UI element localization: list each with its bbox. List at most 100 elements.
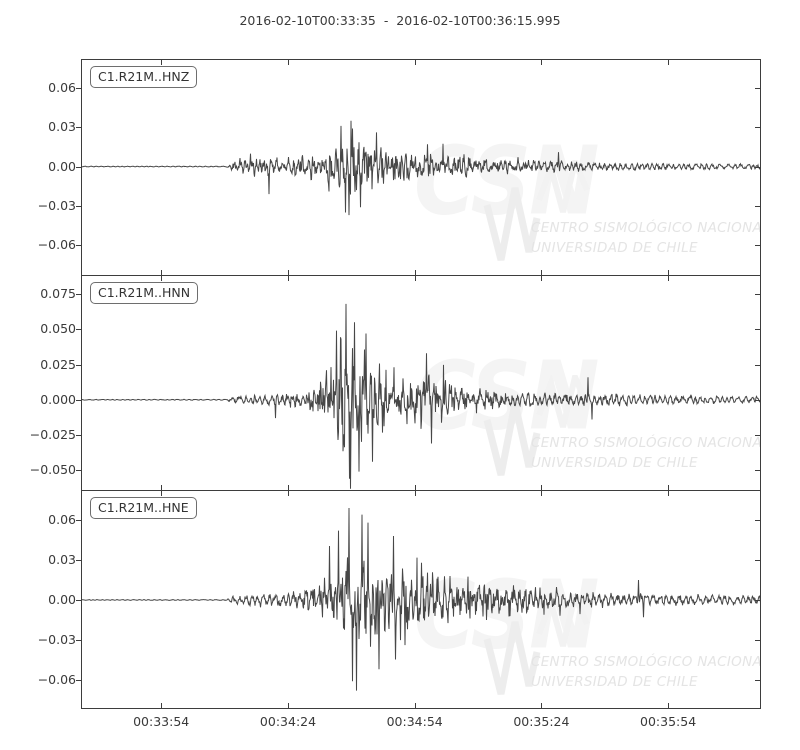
x-tick-mark xyxy=(668,491,670,496)
y-tick-mark-right xyxy=(755,679,760,681)
y-tick-label: 0.03 xyxy=(48,119,76,135)
y-tick-mark-left xyxy=(76,399,81,401)
x-tick-mark xyxy=(541,60,543,65)
csn-watermark-line1: CENTRO SISMOLÓGICO NACIONAL xyxy=(531,435,760,451)
y-tick-mark-right xyxy=(755,435,760,436)
y-tick-mark-left xyxy=(76,560,81,561)
y-tick-mark-right xyxy=(755,127,760,129)
x-tick-mark xyxy=(414,60,416,65)
figure-title: 2016-02-10T00:33:35 - 2016-02-10T00:36:1… xyxy=(239,13,561,28)
x-tick-mark xyxy=(161,276,163,281)
x-tick-mark xyxy=(161,60,163,65)
csn-watermark: CSN CENTRO SISMOLÓGICO NACIONAL UNIVERSIDA… xyxy=(82,491,760,708)
y-tick-mark-left xyxy=(76,329,81,331)
x-tick-mark xyxy=(288,703,289,708)
csn-watermark-line2: UNIVERSIDAD DE CHILE xyxy=(531,455,698,471)
waveform-trace-HNZ xyxy=(81,120,761,216)
y-tick-mark-left xyxy=(76,364,81,366)
x-tick-mark xyxy=(161,491,163,496)
x-tick-label: 00:34:54 xyxy=(386,714,443,729)
x-tick-label: 00:34:24 xyxy=(259,714,317,729)
x-tick-mark xyxy=(161,485,163,490)
y-tick-label: 0.000 xyxy=(40,391,76,407)
trace-id-box-HNE: C1.R21M..HNE xyxy=(90,497,197,519)
x-tick-mark xyxy=(288,60,289,65)
trace-id-box-HNZ: C1.R21M..HNZ xyxy=(90,66,198,88)
x-tick-mark xyxy=(541,270,543,275)
y-tick-mark-left xyxy=(76,87,81,89)
y-tick-mark-left xyxy=(76,640,81,641)
y-tick-mark-left xyxy=(76,205,81,207)
x-tick-label: 00:35:24 xyxy=(513,714,570,729)
x-tick-mark xyxy=(668,276,670,281)
y-tick-mark-left xyxy=(76,600,81,601)
axes-frame xyxy=(81,59,761,709)
csn-watermark-line2: UNIVERSIDAD DE CHILE xyxy=(531,674,698,690)
y-tick-mark-right xyxy=(755,294,760,295)
waveform-path-HNN xyxy=(81,303,761,489)
csn-watermark: CSN CENTRO SISMOLÓGICO NACIONAL UNIVERSIDA… xyxy=(82,60,760,274)
x-tick-mark xyxy=(414,485,416,490)
y-tick-mark-right xyxy=(755,364,760,366)
x-tick-mark xyxy=(541,703,543,708)
panel-divider-1 xyxy=(82,275,760,276)
y-tick-mark-right xyxy=(755,166,760,168)
y-tick-label: 0.06 xyxy=(48,79,76,95)
x-tick-mark xyxy=(541,491,543,496)
x-tick-mark xyxy=(414,270,416,275)
csn-watermark-line1: CENTRO SISMOLÓGICO NACIONAL xyxy=(531,654,760,670)
x-tick-mark xyxy=(668,60,670,65)
y-tick-mark-right xyxy=(755,520,760,521)
y-tick-mark-right xyxy=(755,560,760,561)
y-tick-mark-left xyxy=(76,470,81,472)
x-tick-mark xyxy=(288,485,289,490)
y-tick-label: 0.025 xyxy=(40,356,76,372)
y-tick-mark-left xyxy=(76,166,81,168)
x-tick-mark xyxy=(414,703,416,708)
y-tick-mark-right xyxy=(755,205,760,207)
waveform-trace-HNN xyxy=(81,303,761,489)
y-tick-label: 0.050 xyxy=(40,321,76,337)
y-tick-mark-right xyxy=(755,600,760,601)
x-tick-label: 00:35:54 xyxy=(640,714,697,729)
csn-watermark-waveform-icon xyxy=(483,375,590,476)
x-tick-mark xyxy=(288,270,289,275)
y-tick-mark-right xyxy=(755,245,760,247)
x-tick-label: 00:33:54 xyxy=(133,714,190,729)
y-tick-mark-right xyxy=(755,470,760,472)
panel-divider-2 xyxy=(82,490,760,491)
csn-watermark-waveform-icon xyxy=(483,594,590,695)
waveform-trace-HNE xyxy=(81,507,761,691)
x-tick-mark xyxy=(414,491,416,496)
x-tick-mark xyxy=(161,703,163,708)
y-tick-label: −0.03 xyxy=(37,632,76,647)
y-tick-label: −0.025 xyxy=(29,427,76,442)
y-tick-label: 0.075 xyxy=(40,286,76,301)
y-tick-label: −0.06 xyxy=(37,671,76,687)
trace-id-box-HNN: C1.R21M..HNN xyxy=(90,282,199,304)
x-tick-mark xyxy=(668,270,670,275)
x-tick-mark xyxy=(414,276,416,281)
y-tick-label: 0.00 xyxy=(48,158,76,174)
csn-watermark-line2: UNIVERSIDAD DE CHILE xyxy=(531,240,698,256)
csn-watermark-line1: CENTRO SISMOLÓGICO NACIONAL xyxy=(531,220,760,236)
waveform-path-HNZ xyxy=(81,120,761,216)
y-tick-mark-left xyxy=(76,679,81,681)
y-tick-mark-left xyxy=(76,520,81,521)
y-tick-mark-right xyxy=(755,399,760,401)
y-tick-label: −0.050 xyxy=(29,462,76,478)
y-tick-mark-right xyxy=(755,329,760,331)
waveform-path-HNE xyxy=(81,507,761,691)
x-tick-mark xyxy=(541,485,543,490)
y-tick-label: 0.06 xyxy=(48,512,76,527)
y-tick-mark-left xyxy=(76,294,81,295)
y-tick-label: −0.03 xyxy=(37,197,76,213)
y-tick-mark-right xyxy=(755,640,760,641)
y-tick-mark-left xyxy=(76,435,81,436)
y-tick-label: −0.06 xyxy=(37,237,76,253)
y-tick-mark-right xyxy=(755,87,760,89)
y-tick-mark-left xyxy=(76,245,81,247)
x-tick-mark xyxy=(668,485,670,490)
